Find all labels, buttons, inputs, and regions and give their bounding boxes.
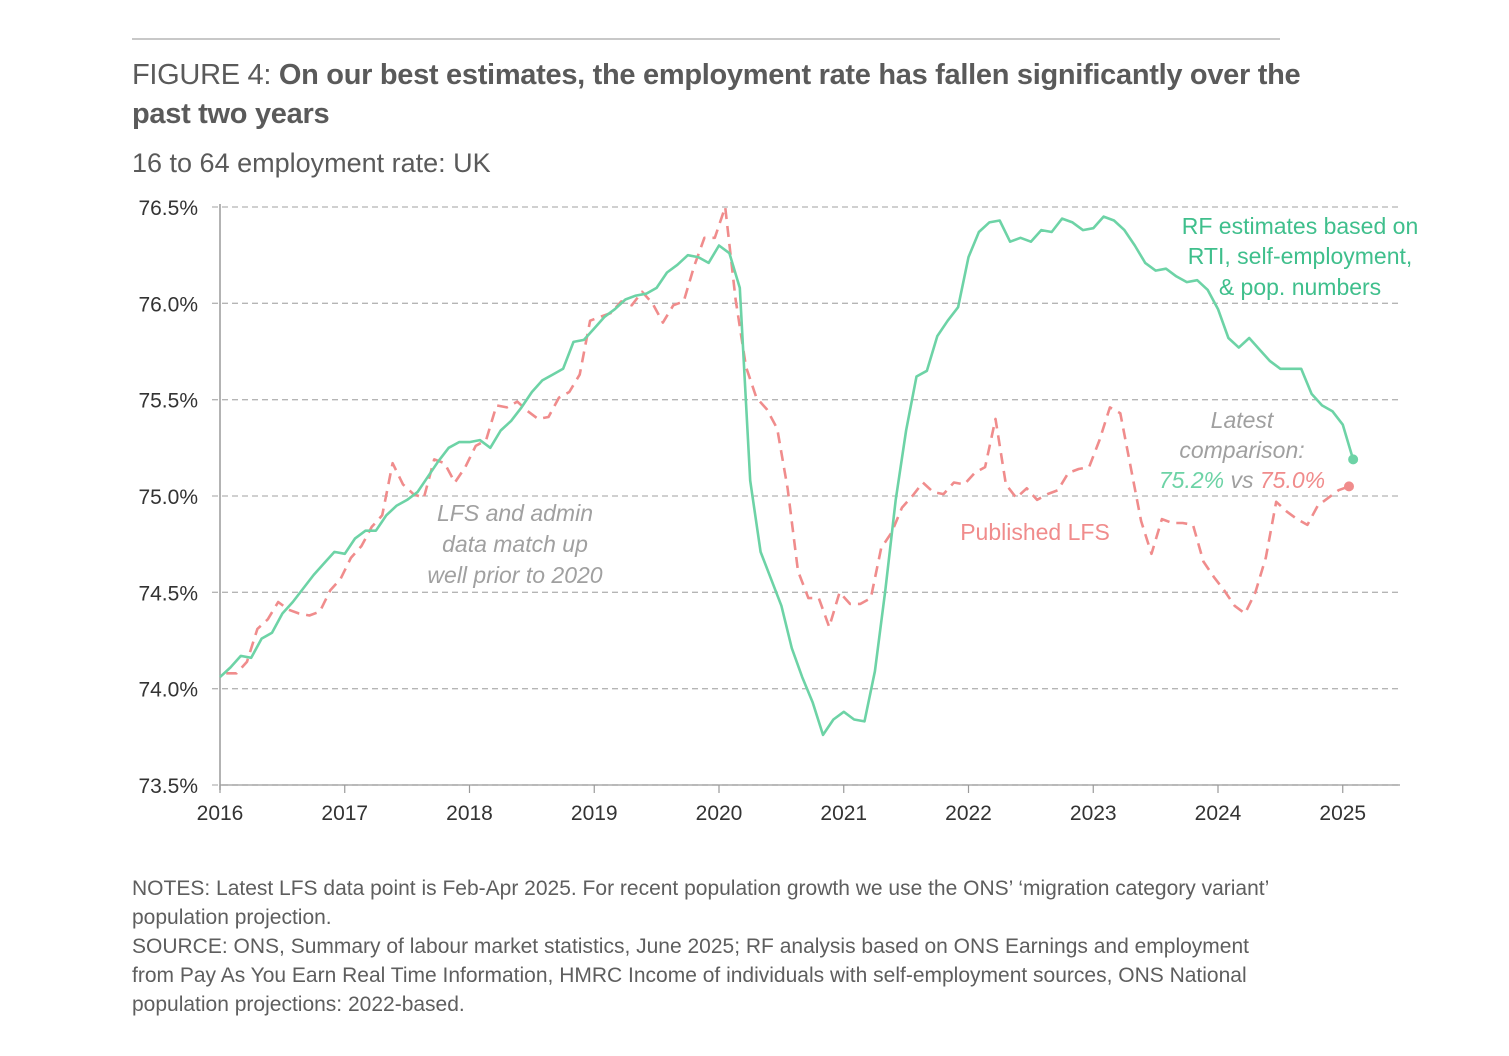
rf-series-label-line-3: & pop. numbers: [1219, 274, 1381, 300]
figure-number: FIGURE 4:: [132, 59, 279, 91]
latest-vs: vs: [1224, 467, 1260, 493]
x-tick-label: 2016: [197, 802, 244, 825]
y-tick-label: 76.5%: [138, 197, 198, 220]
latest-comparison-values: 75.2% vs 75.0%: [1159, 467, 1325, 493]
latest-rf-value: 75.2%: [1159, 467, 1224, 493]
rf-series-label-line-1: RF estimates based on: [1182, 213, 1419, 239]
figure-title: FIGURE 4: On our best estimates, the emp…: [132, 56, 1302, 134]
y-tick-label: 74.5%: [138, 582, 198, 605]
x-tick-label: 2025: [1319, 802, 1366, 825]
top-rule: [132, 38, 1280, 40]
rf-latest-point: [1348, 454, 1359, 465]
figure-title-text: On our best estimates, the employment ra…: [132, 59, 1301, 130]
x-tick-label: 2019: [571, 802, 618, 825]
match-note-line-1: LFS and admin: [437, 500, 593, 526]
y-tick-label: 73.5%: [138, 775, 198, 798]
x-tick-label: 2018: [446, 802, 493, 825]
match-note-line-3: well prior to 2020: [427, 562, 602, 588]
y-axis: 73.5% 74.0% 74.5% 75.0% 75.5% 76.0% 76.5%: [138, 197, 221, 798]
rf-line: [219, 215, 1355, 737]
notes-text: NOTES: Latest LFS data point is Feb-Apr …: [132, 877, 1269, 929]
chart-notes: NOTES: Latest LFS data point is Feb-Apr …: [132, 874, 1292, 1019]
rf-series-label-line-2: RTI, self-employment,: [1188, 243, 1413, 269]
y-tick-label: 75.5%: [138, 390, 198, 413]
x-tick-label: 2021: [820, 802, 867, 825]
chart-subtitle: 16 to 64 employment rate: UK: [132, 148, 491, 178]
lfs-series-label: Published LFS: [960, 519, 1110, 545]
annotations: RF estimates based on RTI, self-employme…: [427, 213, 1418, 588]
x-tick-label: 2024: [1195, 802, 1242, 825]
source-text: SOURCE: ONS, Summary of labour market st…: [132, 935, 1249, 1016]
latest-note-line-1: Latest: [1211, 407, 1275, 433]
x-axis: 2016 2017 2018 2019 2020 2021 2022 2023 2024 2025: [197, 784, 1400, 825]
x-tick-label: 2023: [1070, 802, 1117, 825]
series-lines: [219, 205, 1359, 737]
x-tick-label: 2017: [321, 802, 368, 825]
x-tick-label: 2020: [696, 802, 743, 825]
match-note-line-2: data match up: [442, 531, 588, 557]
y-tick-label: 76.0%: [138, 293, 198, 316]
latest-lfs-value: 75.0%: [1260, 467, 1325, 493]
line-chart: 73.5% 74.0% 74.5% 75.0% 75.5% 76.0% 76.5% 2016…: [138, 197, 1418, 825]
x-tick-label: 2022: [945, 802, 992, 825]
y-tick-label: 74.0%: [138, 679, 198, 702]
lfs-latest-point: [1343, 481, 1354, 492]
latest-note-line-2: comparison:: [1179, 437, 1304, 463]
y-tick-label: 75.0%: [138, 486, 198, 509]
